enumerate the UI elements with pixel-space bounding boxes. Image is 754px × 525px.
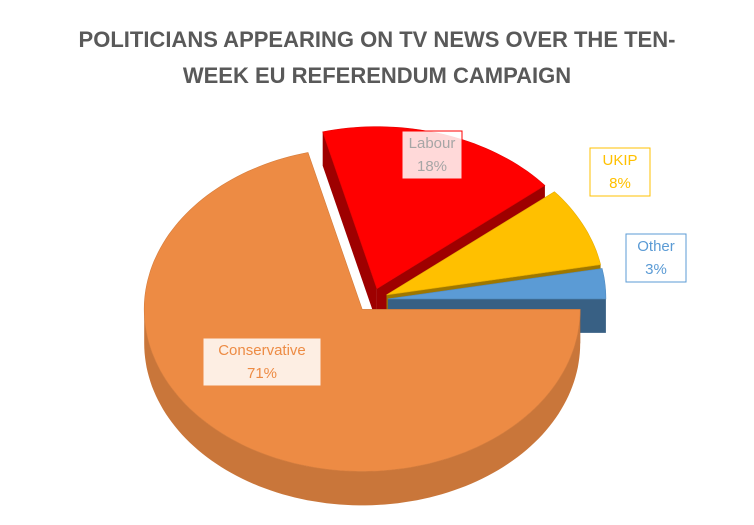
data-label-box: [625, 233, 687, 283]
data-label-name: Other: [637, 238, 675, 255]
data-label-value: 3%: [645, 261, 667, 278]
pie-slice: [386, 191, 601, 296]
pie-slice: [387, 268, 607, 300]
data-label-name: Conservative: [218, 342, 306, 359]
pie-tops: [143, 126, 607, 472]
data-label-value: 71%: [247, 365, 277, 382]
data-label-box: [401, 130, 463, 180]
data-label-box: [589, 147, 651, 197]
slice-rim: [144, 309, 581, 506]
data-label-box: [202, 337, 322, 387]
data-label-value: 8%: [609, 175, 631, 192]
data-label-name: Labour: [409, 135, 456, 152]
chart-title: POLITICIANS APPEARING ON TV NEWS OVER TH…: [78, 27, 676, 88]
slice-wall: [322, 131, 377, 323]
data-label-value: 18%: [417, 158, 447, 175]
pie-slice: [143, 152, 581, 472]
data-label-name: UKIP: [602, 152, 637, 169]
